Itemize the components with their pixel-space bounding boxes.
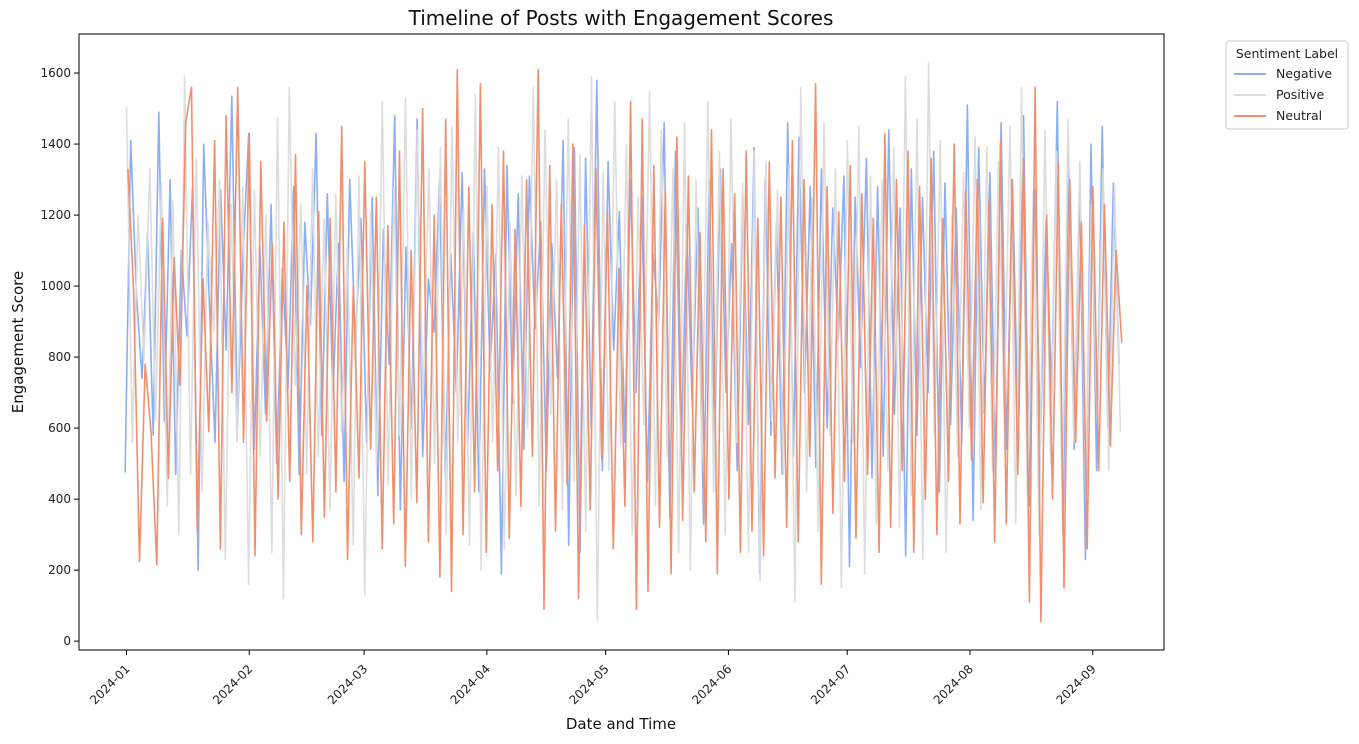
y-tick-label: 1000 xyxy=(40,279,71,293)
x-tick-label: 2024-09 xyxy=(1053,662,1098,707)
legend-label: Neutral xyxy=(1276,108,1322,123)
series-line-positive xyxy=(125,61,1122,621)
y-tick-label: 0 xyxy=(63,634,71,648)
y-tick-label: 400 xyxy=(48,492,71,506)
y-tick-label: 1600 xyxy=(40,66,71,80)
x-tick-label: 2024-06 xyxy=(689,662,734,707)
x-tick-label: 2024-01 xyxy=(87,662,132,707)
y-tick-label: 200 xyxy=(48,563,71,577)
legend-frame xyxy=(1225,40,1349,130)
legend-items: Negative Positive Neutral xyxy=(1234,66,1332,123)
plot-frame xyxy=(78,33,1165,651)
y-tick-label: 800 xyxy=(48,350,71,364)
y-tick-label: 600 xyxy=(48,421,71,435)
x-tick-label: 2024-04 xyxy=(448,662,493,707)
x-tick-label: 2024-02 xyxy=(210,662,255,707)
legend-title: Sentiment Label xyxy=(1236,46,1338,61)
x-tick-label: 2024-07 xyxy=(808,662,853,707)
legend-label: Positive xyxy=(1276,87,1324,102)
legend: Sentiment Label Negative Positive Neutral xyxy=(1225,40,1349,130)
y-axis-title: Engagement Score xyxy=(9,271,27,413)
series-line-neutral xyxy=(127,68,1123,623)
x-tick-label: 2024-08 xyxy=(931,662,976,707)
plot-area xyxy=(78,33,1165,651)
chart-title: Timeline of Posts with Engagement Scores xyxy=(408,6,834,30)
x-tick-label: 2024-05 xyxy=(566,662,611,707)
x-axis: 2024-01 2024-02 2024-03 2024-04 2024-05 2024-… xyxy=(87,650,1099,707)
y-tick-label: 1200 xyxy=(40,208,71,222)
y-axis: 0 200 400 600 800 1000 1200 1400 1600 xyxy=(40,66,79,648)
x-axis-title: Date and Time xyxy=(566,715,676,733)
y-tick-label: 1400 xyxy=(40,137,71,151)
legend-label: Negative xyxy=(1276,66,1332,81)
series-layer xyxy=(124,61,1123,623)
x-tick-label: 2024-03 xyxy=(325,662,370,707)
